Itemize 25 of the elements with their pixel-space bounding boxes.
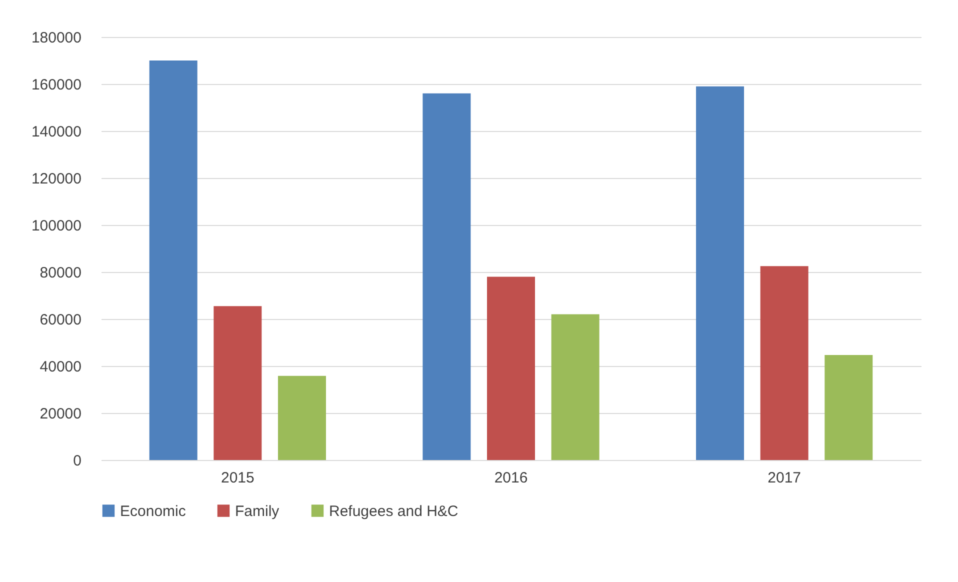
y-tick-label: 100000 (31, 218, 82, 234)
y-tick-label: 80000 (40, 264, 82, 282)
bar (422, 93, 471, 460)
y-tick-label: 20000 (40, 406, 82, 422)
bar (696, 86, 744, 460)
y-tick-label: 0 (73, 452, 82, 470)
x-tick-label: 2017 (768, 470, 802, 486)
legend-label: Refugees and H&C (329, 502, 458, 520)
x-tick-label: 2016 (494, 470, 528, 486)
legend-label: Family (235, 502, 280, 520)
bar (824, 354, 873, 460)
y-tick-label: 40000 (40, 358, 82, 376)
bar (487, 276, 535, 460)
y-tick-label: 60000 (40, 312, 82, 328)
y-tick-label: 160000 (31, 76, 82, 94)
bar (551, 314, 600, 460)
y-tick-label: 120000 (31, 170, 82, 188)
y-tick-label: 140000 (31, 124, 82, 140)
legend-label: Economic (120, 502, 186, 520)
bar (214, 306, 262, 460)
x-tick-label: 2015 (220, 470, 254, 486)
bar (760, 266, 808, 460)
y-tick-label: 180000 (31, 30, 82, 46)
bar (278, 376, 326, 460)
bar (149, 60, 198, 460)
